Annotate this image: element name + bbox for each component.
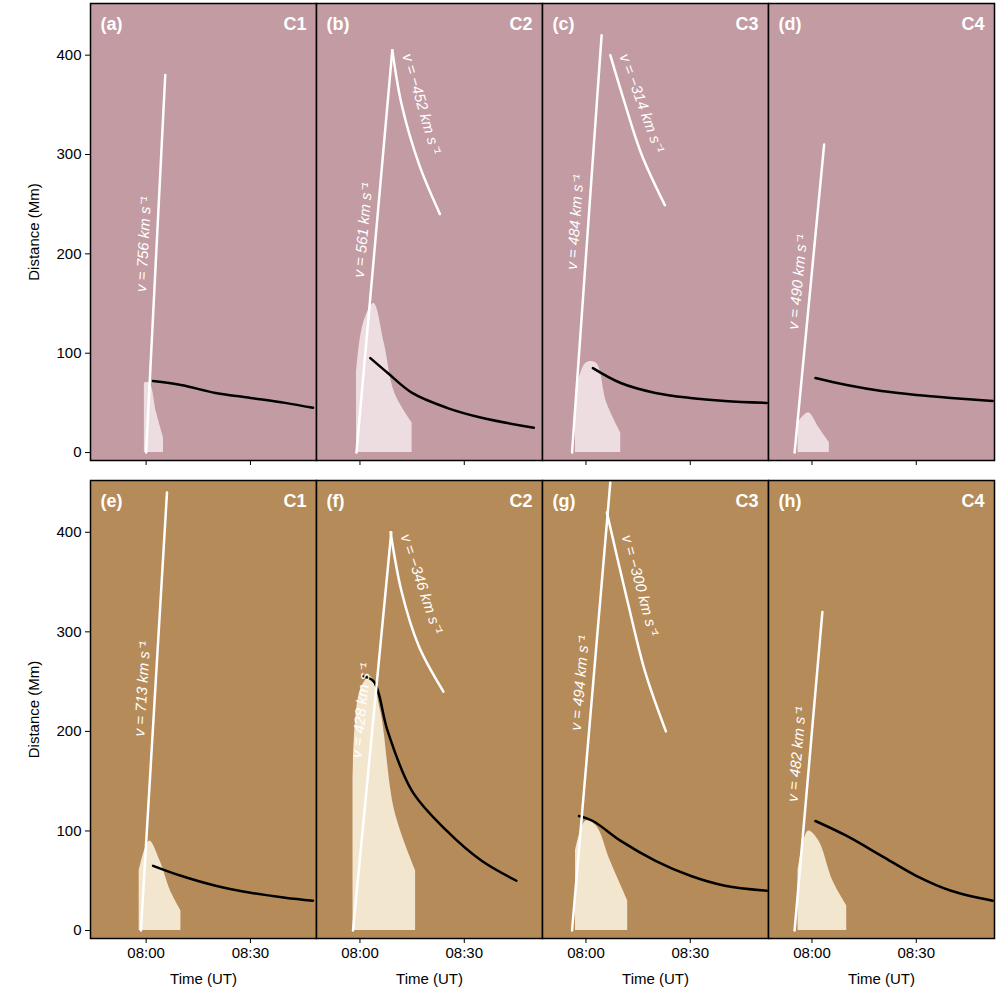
svg-text:200: 200 [56,245,81,262]
svg-text:C2: C2 [509,491,532,511]
svg-text:08:30: 08:30 [897,944,935,961]
svg-text:08:00: 08:00 [567,944,605,961]
svg-text:(g): (g) [553,491,576,511]
svg-text:0: 0 [73,921,81,938]
svg-text:(e): (e) [101,491,123,511]
svg-text:08:30: 08:30 [671,944,709,961]
svg-text:(f): (f) [327,491,345,511]
svg-text:v = 756 km s⁻¹: v = 756 km s⁻¹ [132,196,154,292]
svg-text:300: 300 [56,623,81,640]
svg-text:200: 200 [56,722,81,739]
svg-text:300: 300 [56,145,81,162]
svg-text:C1: C1 [283,14,306,34]
svg-text:08:30: 08:30 [445,944,483,961]
svg-text:C4: C4 [961,491,984,511]
svg-text:08:30: 08:30 [232,944,270,961]
svg-text:400: 400 [56,46,81,63]
svg-text:(d): (d) [779,14,802,34]
svg-text:C4: C4 [961,14,984,34]
svg-text:C3: C3 [735,14,758,34]
svg-text:C3: C3 [735,491,758,511]
svg-text:v = −346 km s⁻¹: v = −346 km s⁻¹ [398,532,447,636]
svg-text:08:00: 08:00 [127,944,165,961]
svg-text:v = −452 km s⁻¹: v = −452 km s⁻¹ [399,51,444,156]
svg-text:Time (UT): Time (UT) [848,970,915,987]
svg-text:Time (UT): Time (UT) [622,970,689,987]
svg-text:(b): (b) [327,14,350,34]
svg-text:v = −314 km s⁻¹: v = −314 km s⁻¹ [616,51,668,155]
svg-text:C1: C1 [283,491,306,511]
svg-text:v = −300 km s⁻¹: v = −300 km s⁻¹ [619,533,663,638]
svg-text:08:00: 08:00 [341,944,379,961]
svg-text:v = 490 km s⁻¹: v = 490 km s⁻¹ [784,234,810,331]
svg-text:C2: C2 [509,14,532,34]
svg-text:400: 400 [56,523,81,540]
svg-text:v = 484 km s⁻¹: v = 484 km s⁻¹ [563,174,587,270]
svg-text:100: 100 [56,344,81,361]
svg-text:0: 0 [73,443,81,460]
svg-text:08:00: 08:00 [793,944,831,961]
svg-text:v = 713 km s⁻¹: v = 713 km s⁻¹ [130,641,153,737]
svg-text:v = 494 km s⁻¹: v = 494 km s⁻¹ [567,635,592,732]
svg-text:(a): (a) [101,14,123,34]
svg-text:(c): (c) [553,14,575,34]
svg-text:v = 561 km s⁻¹: v = 561 km s⁻¹ [350,182,375,279]
svg-text:100: 100 [56,822,81,839]
svg-text:Time (UT): Time (UT) [396,970,463,987]
svg-text:Distance (Mm): Distance (Mm) [25,661,42,759]
svg-text:(h): (h) [779,491,802,511]
svg-text:Distance (Mm): Distance (Mm) [25,183,42,281]
svg-text:Time (UT): Time (UT) [170,970,237,987]
svg-text:v = 482 km s⁻¹: v = 482 km s⁻¹ [784,706,809,803]
svg-text:v = 428 km s⁻¹: v = 428 km s⁻¹ [347,662,373,759]
